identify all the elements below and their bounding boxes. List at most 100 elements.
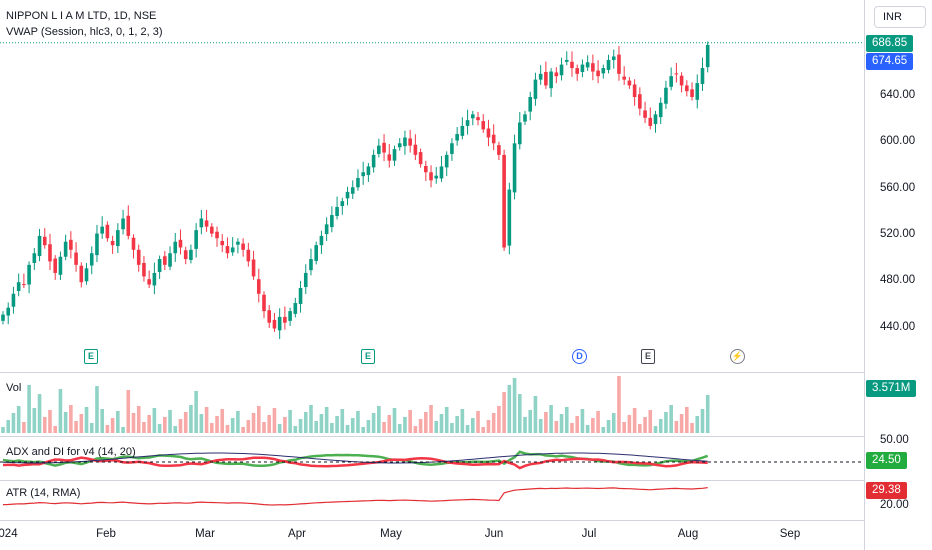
candle-body (403, 137, 407, 147)
volume-bar (361, 427, 365, 433)
candle-body (523, 114, 527, 122)
candle-body (63, 241, 68, 257)
candle-body (288, 311, 292, 321)
candle-body (215, 231, 219, 239)
candle-body (434, 175, 439, 179)
candle-body (611, 56, 616, 60)
candle-body (664, 87, 668, 104)
volume-bar (648, 410, 653, 433)
symbol-legend[interactable]: NIPPON L I A M LTD, 1D, NSE (6, 10, 157, 22)
candle-body (356, 178, 360, 188)
volume-bar (465, 425, 470, 433)
volume-bar (570, 423, 574, 433)
volume-bar (517, 394, 522, 433)
candle-body (89, 253, 94, 266)
volume-bar (100, 409, 104, 433)
volume-bar (1, 427, 5, 433)
time-label: Mar (195, 528, 215, 540)
candle-body (601, 68, 606, 74)
candle-body (152, 272, 157, 286)
earnings-icon[interactable]: E (641, 349, 655, 364)
volume-bar (377, 406, 381, 433)
volume-bar (142, 422, 146, 433)
candle-body (371, 154, 376, 168)
candle-body (533, 79, 538, 99)
candle-body (700, 68, 705, 85)
volume-bar (126, 390, 131, 433)
volume-bar (486, 420, 491, 433)
volume-bar (225, 425, 230, 433)
candle-body (627, 80, 632, 86)
volume-bar (53, 426, 57, 433)
candle-body (121, 218, 125, 230)
candle-body (293, 303, 298, 314)
pane-separator-adx[interactable] (0, 436, 864, 437)
volume-bar (685, 407, 689, 433)
candle-body (84, 268, 89, 282)
candle-body (126, 215, 131, 236)
volume-legend[interactable]: Vol (6, 382, 22, 394)
volume-bar (32, 408, 37, 433)
candle-body (330, 215, 334, 228)
candle-body (74, 252, 78, 265)
dividend-icon[interactable]: D (572, 349, 587, 364)
volume-bar (241, 427, 245, 433)
candle-body (366, 166, 371, 176)
volume-bar (575, 416, 579, 433)
volume-bar (272, 408, 277, 433)
volume-bar (476, 411, 480, 433)
candle-body (277, 316, 282, 331)
split-icon[interactable]: ⚡ (730, 349, 745, 364)
candle-body (418, 152, 423, 165)
candle-body (444, 154, 449, 168)
volume-bar (471, 418, 475, 433)
volume-bar (79, 414, 84, 433)
candle-body (256, 279, 261, 294)
volume-bar (309, 405, 313, 433)
candle-body (6, 307, 11, 316)
candle-body (189, 249, 193, 260)
candle-body (48, 244, 52, 262)
volume-bar (84, 407, 89, 433)
candle-body (225, 246, 230, 254)
candle-body (335, 206, 339, 216)
volume-bar (580, 409, 585, 433)
volume-bar (48, 410, 52, 433)
volume-bar (256, 406, 261, 433)
atr-legend[interactable]: ATR (14, RMA) (6, 487, 81, 499)
pane-separator-volume[interactable] (0, 372, 864, 373)
volume-bar (262, 422, 266, 433)
earnings-icon[interactable]: E (84, 349, 98, 364)
candle-body (481, 121, 486, 130)
volume-bar (131, 413, 136, 433)
adx-legend[interactable]: ADX and DI for v4 (14, 20) (6, 446, 136, 458)
vwap-price-badge: 674.65 (866, 53, 914, 70)
atr-badge: 29.38 (866, 482, 907, 499)
vwap-legend[interactable]: VWAP (Session, hlc3, 0, 1, 2, 3) (6, 26, 163, 38)
candle-body (314, 245, 318, 261)
candle-body (476, 117, 480, 121)
volume-bar (277, 424, 282, 433)
candle-body (674, 73, 679, 75)
price-axis-separator (864, 0, 865, 550)
candle-body (241, 243, 245, 250)
candle-body (194, 230, 198, 249)
volume-bar (544, 412, 548, 433)
volume-bar (324, 407, 329, 433)
pane-separator-atr[interactable] (0, 480, 864, 481)
candle-body (450, 143, 454, 154)
volume-bar (230, 418, 235, 433)
time-axis-separator (0, 520, 864, 521)
volume-bar (622, 422, 626, 433)
candle-body (528, 97, 533, 112)
volume-bar (121, 427, 125, 433)
volume-bar (168, 410, 172, 433)
currency-button[interactable]: INR (874, 6, 926, 28)
earnings-icon[interactable]: E (361, 349, 375, 364)
price-tick: 480.00 (880, 274, 916, 286)
volume-bar (403, 417, 407, 433)
candle-body (544, 71, 548, 86)
volume-bar (601, 427, 606, 433)
